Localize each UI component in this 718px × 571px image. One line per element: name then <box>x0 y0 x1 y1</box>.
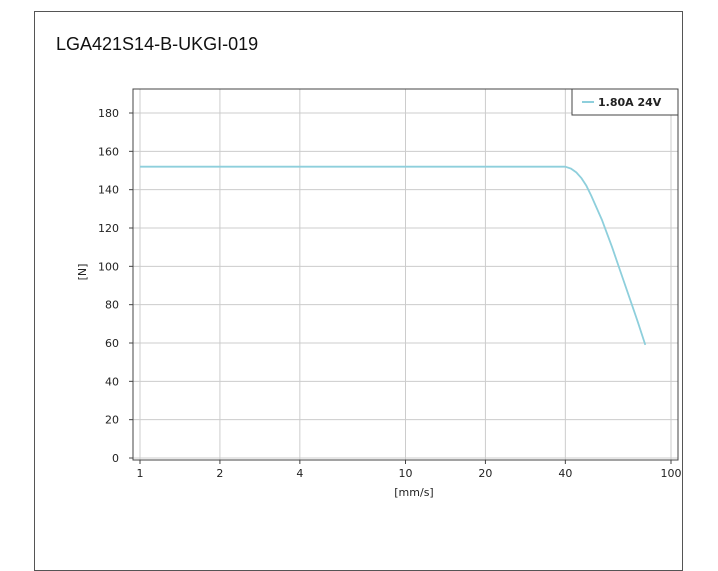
legend: 1.80A 24V <box>571 88 679 116</box>
y-tick-label-2: 40 <box>105 375 119 388</box>
series-line-0 <box>140 165 647 346</box>
y-tick-label-0: 0 <box>112 452 119 465</box>
y-tick-label-9: 180 <box>98 107 119 120</box>
x-tick-label-4: 20 <box>478 467 492 480</box>
y-ticks: 0 20 40 60 80 100 120 140 160 180 <box>98 107 133 465</box>
y-tick-label-4: 80 <box>105 299 119 312</box>
legend-label-0: 1.80A 24V <box>598 96 662 109</box>
x-tick-label-3: 10 <box>399 467 413 480</box>
x-tick-label-0: 1 <box>137 467 144 480</box>
x-ticks: 1 2 4 10 20 40 100 <box>137 460 682 480</box>
x-tick-label-2: 4 <box>296 467 303 480</box>
x-tick-label-1: 2 <box>216 467 223 480</box>
x-tick-label-5: 40 <box>558 467 572 480</box>
chart-title: LGA421S14-B-UKGI-019 <box>56 34 259 54</box>
y-axis-label: [N] <box>76 264 89 281</box>
chart-svg: 1 2 4 10 20 40 100 0 20 40 60 80 100 120 140 160 180 [m… <box>76 88 682 499</box>
y-tick-label-3: 60 <box>105 337 119 350</box>
y-tick-label-8: 160 <box>98 145 119 158</box>
x-tick-label-6: 100 <box>661 467 682 480</box>
y-tick-label-5: 100 <box>98 260 119 273</box>
y-tick-label-6: 120 <box>98 222 119 235</box>
grid <box>133 89 678 460</box>
series-lines <box>140 165 647 346</box>
x-axis-label: [mm/s] <box>394 486 433 499</box>
y-tick-label-1: 20 <box>105 414 119 427</box>
y-tick-label-7: 140 <box>98 184 119 197</box>
